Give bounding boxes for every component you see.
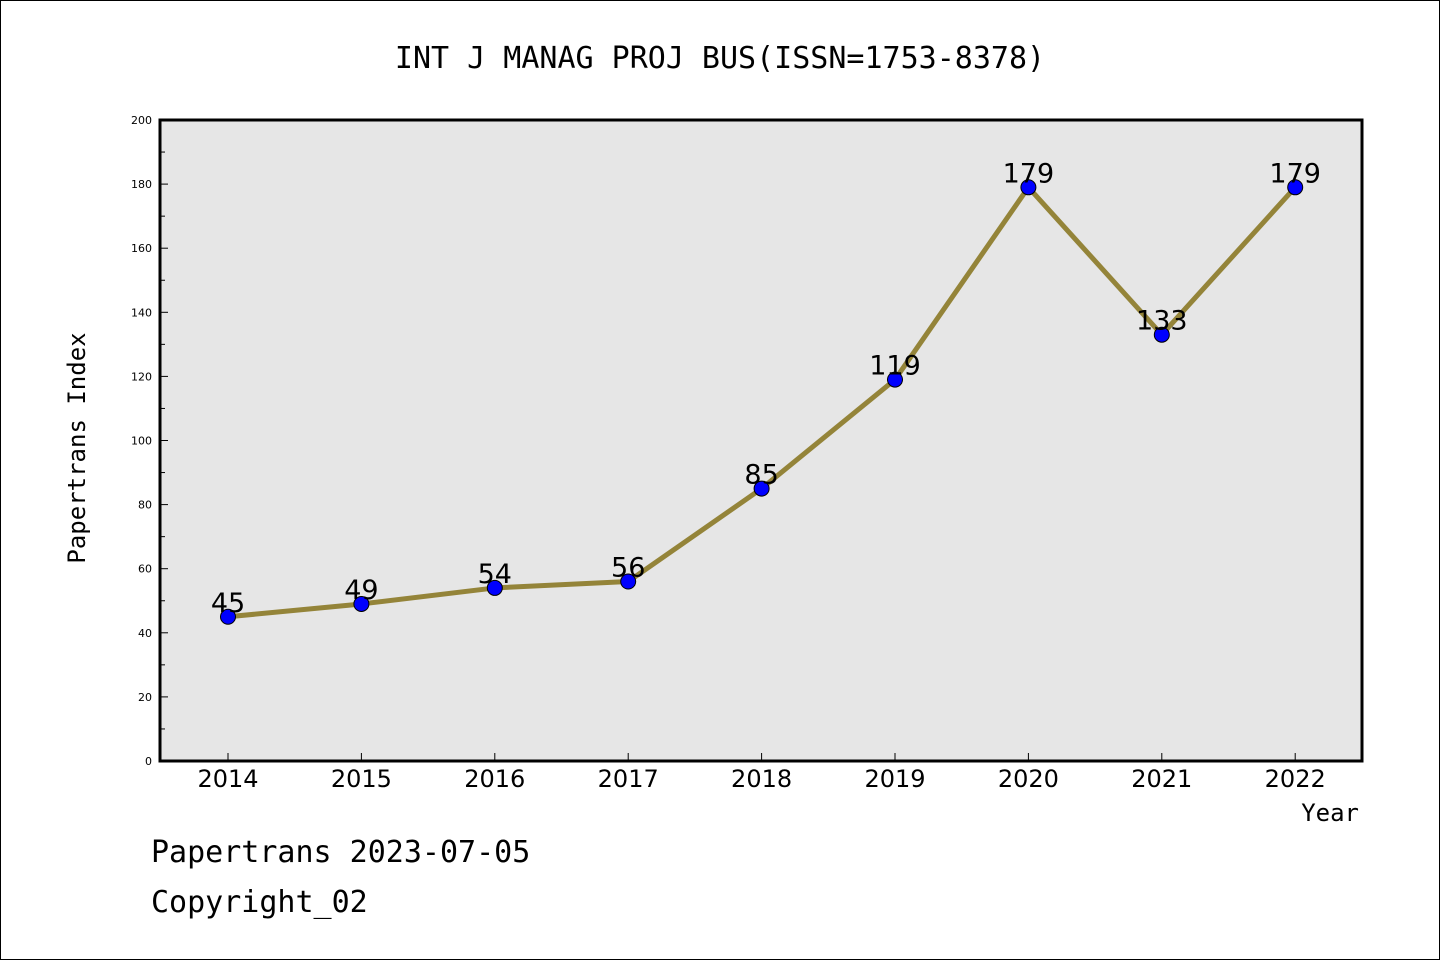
x-tick-label: 2021: [1131, 765, 1192, 793]
footer-date: Papertrans 2023-07-05: [151, 835, 531, 870]
y-tick-label: 160: [131, 242, 152, 255]
data-point: [1153, 326, 1170, 343]
y-tick-label: 100: [131, 435, 152, 448]
y-tick-label: 140: [131, 306, 152, 319]
y-tick-label: 120: [131, 370, 152, 383]
data-point: [887, 371, 903, 388]
data-points: [220, 179, 1304, 625]
data-point: [353, 595, 370, 612]
x-tick-label: 2015: [331, 765, 392, 793]
x-tick-label: 2020: [998, 765, 1059, 793]
x-tick-label: 2022: [1265, 765, 1326, 793]
x-tick-label: 2017: [598, 765, 659, 793]
data-point: [1287, 179, 1304, 196]
data-label: 54: [478, 559, 512, 590]
y-tick-label: 180: [131, 178, 152, 191]
data-label: 179: [1269, 158, 1321, 189]
data-label: 133: [1136, 306, 1188, 337]
x-tick-label: 2018: [731, 765, 792, 793]
data-label: 45: [211, 588, 245, 619]
x-tick-label: 2019: [864, 765, 925, 793]
data-point: [486, 579, 503, 596]
data-point: [1020, 179, 1037, 196]
chart-title: INT J MANAG PROJ BUS(ISSN=1753-8378): [395, 41, 1045, 76]
y-tick-label: 80: [138, 499, 152, 512]
data-labels: 45 49 54 56 85 119 179 133 179: [211, 158, 1321, 618]
y-axis-label: Papertrans Index: [63, 332, 91, 563]
y-tick-label: 0: [145, 755, 152, 768]
data-point: [753, 480, 770, 497]
y-tick-label: 40: [138, 627, 152, 640]
data-point: [220, 608, 236, 625]
footer-copyright: Copyright_02: [151, 885, 368, 920]
x-tick-label: 2014: [197, 765, 258, 793]
data-label: 179: [1003, 158, 1055, 189]
plot-area: [160, 120, 1362, 761]
x-tick-label: 2016: [464, 765, 525, 793]
data-label: 85: [744, 460, 778, 491]
data-point: [620, 573, 637, 590]
plot-border: [158, 118, 1364, 763]
data-label: 56: [611, 553, 645, 584]
y-tick-label: 60: [138, 563, 152, 576]
y-tick-label: 200: [131, 114, 152, 127]
y-tick-label: 20: [138, 691, 152, 704]
data-label: 119: [869, 351, 921, 382]
x-axis: 2014 2015 2016 2017 2018 2019 2020 2021 2022: [197, 753, 1326, 793]
data-label: 49: [344, 575, 378, 606]
x-axis-label: Year: [1301, 799, 1359, 827]
